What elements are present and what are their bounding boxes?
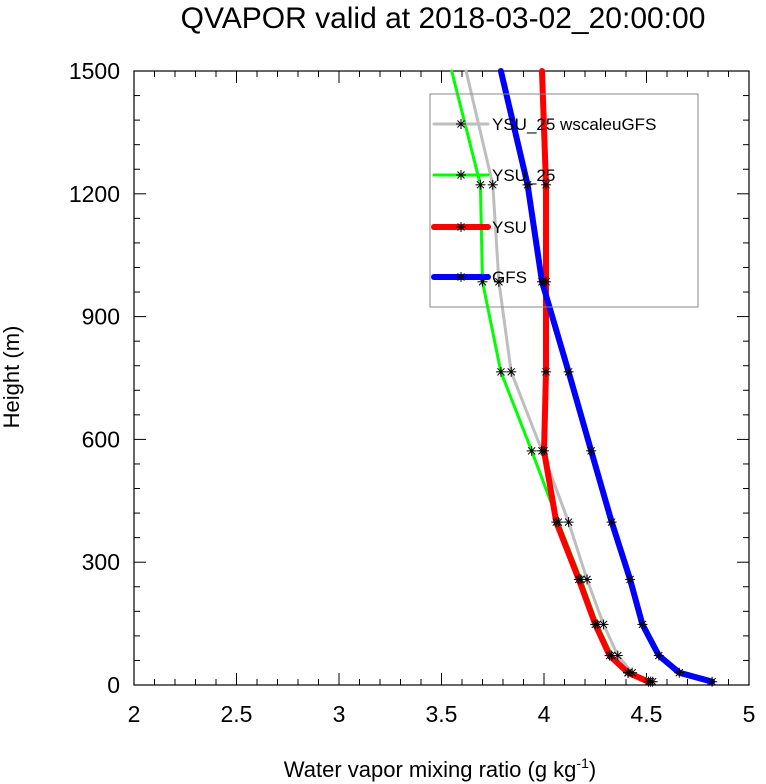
data-point-marker [506, 366, 517, 377]
x-tick-label: 4 [538, 701, 551, 727]
data-point-marker [541, 366, 552, 377]
x-tick-label: 2.5 [221, 701, 253, 727]
data-point-marker [536, 276, 547, 287]
y-tick-label: 1500 [69, 58, 120, 84]
marker-stroke [542, 180, 550, 189]
marker-stroke [540, 446, 548, 455]
data-point-marker [493, 276, 504, 287]
marker-stroke [583, 575, 591, 584]
y-tick-label: 0 [107, 672, 120, 698]
data-point-marker [623, 667, 634, 678]
chart-title: QVAPOR valid at 2018-03-02_20:00:00 [181, 2, 706, 35]
data-point-marker [573, 574, 584, 585]
legend-label: YSU_25 [492, 166, 555, 185]
x-tick-label: 3 [333, 701, 346, 727]
marker-stroke [564, 367, 573, 376]
marker-stroke [507, 367, 516, 376]
marker-stroke [476, 180, 485, 189]
marker-stroke [591, 620, 600, 629]
data-point-marker [456, 170, 466, 180]
marker-stroke [708, 677, 716, 686]
legend-label: YSU [492, 218, 527, 237]
data-point-marker [653, 650, 664, 661]
data-point-marker [487, 179, 498, 190]
marker-stroke [574, 575, 583, 584]
marker-stroke [626, 575, 634, 584]
y-axis-label: Height (m) [0, 326, 24, 429]
marker-stroke [538, 277, 546, 286]
marker-stroke [638, 620, 647, 629]
series-line [450, 69, 653, 684]
legend: YSU_25 wscaleuGFS YSU_25 YSU GFS [429, 93, 699, 308]
data-point-marker [674, 667, 685, 678]
data-point-marker [598, 619, 609, 630]
marker-stroke [624, 668, 632, 677]
data-point-marker [526, 445, 537, 456]
x-tick-label: 5 [743, 701, 756, 727]
marker-stroke [527, 446, 536, 455]
data-point-marker [541, 179, 552, 190]
marker-stroke [552, 518, 561, 526]
series-line [497, 68, 716, 685]
marker-stroke [599, 620, 608, 629]
data-point-marker [643, 676, 654, 687]
data-point-marker [456, 272, 466, 282]
marker-stroke [523, 180, 532, 189]
data-point-marker [590, 619, 601, 630]
marker-stroke [542, 367, 550, 376]
marker-stroke [587, 446, 596, 455]
plot-frame [133, 70, 750, 686]
marker-stroke [457, 171, 465, 179]
data-point-marker [563, 366, 574, 377]
marker-stroke [607, 518, 616, 526]
data-point-marker [522, 179, 533, 190]
x-tick-label: 4.5 [631, 701, 663, 727]
legend-box [429, 93, 699, 308]
data-point-marker [637, 619, 648, 630]
legend-label: YSU_25 wscaleuGFS [492, 115, 656, 134]
data-point-marker [475, 179, 486, 190]
x-tick-label: 3.5 [426, 701, 458, 727]
marker-stroke [457, 120, 465, 128]
data-point-marker [606, 517, 617, 528]
data-point-marker [551, 517, 562, 528]
marker-stroke [457, 223, 465, 231]
y-tick-label: 600 [82, 426, 120, 452]
data-point-marker [586, 445, 597, 456]
marker-stroke [457, 273, 465, 281]
y-tick-label: 1200 [69, 181, 120, 207]
data-point-marker [495, 366, 506, 377]
marker-stroke [605, 651, 614, 660]
data-point-marker [456, 119, 466, 129]
marker-stroke [564, 518, 573, 526]
data-point-marker [563, 517, 574, 528]
marker-stroke [495, 277, 503, 286]
marker-stroke [613, 651, 622, 660]
data-point-marker [707, 676, 718, 687]
data-point-marker [604, 650, 615, 661]
marker-stroke [675, 668, 684, 677]
data-point-marker [582, 574, 593, 585]
marker-stroke [654, 651, 663, 660]
marker-stroke [644, 677, 653, 686]
x-axis-label: Water vapor mixing ratio (g kg-1) [284, 755, 596, 782]
data-point-marker [456, 222, 466, 232]
x-tick-label: 2 [128, 701, 141, 727]
series-line [464, 69, 655, 684]
plot-area: 2 2.5 3 3.5 4 4.5 5 0 300 600 900 1200 1500 [69, 58, 756, 727]
y-tick-label: 300 [82, 549, 120, 575]
y-tick-label: 900 [82, 304, 120, 330]
data-point-marker [539, 445, 549, 456]
marker-stroke [497, 367, 505, 376]
legend-label: GFS [492, 268, 527, 287]
marker-stroke [488, 180, 497, 189]
data-point-marker [625, 574, 636, 585]
